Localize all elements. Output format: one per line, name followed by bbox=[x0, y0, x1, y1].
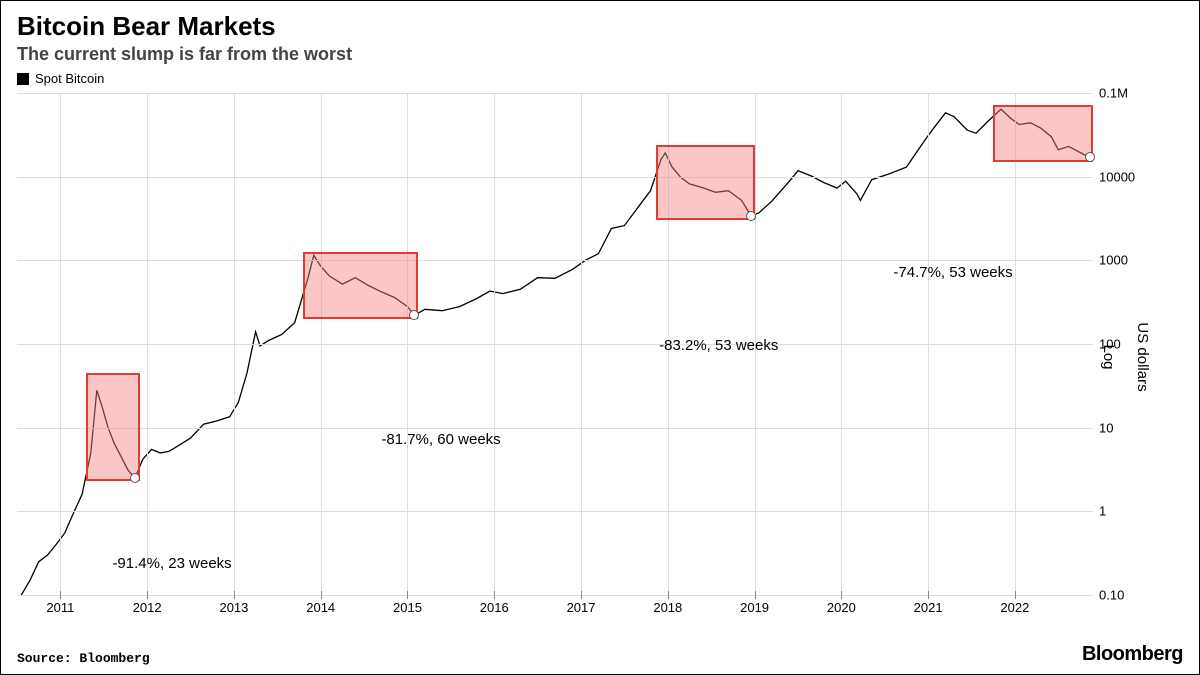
y-axis-label: US dollars bbox=[1134, 322, 1151, 391]
y-tick-label: 0.1M bbox=[1099, 86, 1155, 101]
y-gridline bbox=[17, 344, 1093, 345]
x-gridline bbox=[841, 93, 842, 595]
y-gridline bbox=[17, 595, 1093, 596]
chart-subtitle: The current slump is far from the worst bbox=[1, 42, 1199, 69]
x-tick-mark bbox=[147, 591, 148, 599]
bear-market-box bbox=[303, 252, 418, 319]
y-tick-label: 0.10 bbox=[1099, 588, 1155, 603]
legend-swatch bbox=[17, 73, 29, 85]
trough-marker-icon bbox=[130, 473, 140, 483]
y-gridline bbox=[17, 428, 1093, 429]
x-tick-label: 2021 bbox=[914, 600, 943, 615]
log-scale-label: Log bbox=[1100, 344, 1117, 369]
x-gridline bbox=[494, 93, 495, 595]
x-tick-mark bbox=[841, 591, 842, 599]
y-gridline bbox=[17, 177, 1093, 178]
x-gridline bbox=[407, 93, 408, 595]
x-tick-label: 2017 bbox=[567, 600, 596, 615]
x-tick-label: 2016 bbox=[480, 600, 509, 615]
y-tick-label: 1 bbox=[1099, 504, 1155, 519]
y-gridline bbox=[17, 260, 1093, 261]
bear-market-box bbox=[86, 373, 140, 481]
x-gridline bbox=[147, 93, 148, 595]
x-gridline bbox=[60, 93, 61, 595]
x-gridline bbox=[321, 93, 322, 595]
y-gridline bbox=[17, 93, 1093, 94]
x-tick-mark bbox=[581, 591, 582, 599]
y-tick-label: 1000 bbox=[1099, 253, 1155, 268]
legend: Spot Bitcoin bbox=[1, 69, 1199, 90]
trough-marker-icon bbox=[409, 310, 419, 320]
x-tick-mark bbox=[407, 591, 408, 599]
legend-label: Spot Bitcoin bbox=[35, 71, 104, 86]
y-gridline bbox=[17, 511, 1093, 512]
x-tick-label: 2014 bbox=[306, 600, 335, 615]
x-gridline bbox=[1015, 93, 1016, 595]
y-tick-label: 10 bbox=[1099, 420, 1155, 435]
x-tick-mark bbox=[321, 591, 322, 599]
x-tick-mark bbox=[494, 591, 495, 599]
footer: Source: Bloomberg Bloomberg bbox=[17, 643, 1183, 666]
x-tick-mark bbox=[60, 591, 61, 599]
bear-annotation: -91.4%, 23 weeks bbox=[112, 555, 231, 572]
x-gridline bbox=[928, 93, 929, 595]
plot-region: 0.101101001000100000.1M20112012201320142… bbox=[17, 93, 1093, 596]
x-tick-label: 2012 bbox=[133, 600, 162, 615]
x-gridline bbox=[581, 93, 582, 595]
x-gridline bbox=[234, 93, 235, 595]
x-tick-mark bbox=[928, 591, 929, 599]
bear-market-box bbox=[656, 145, 755, 221]
x-tick-label: 2020 bbox=[827, 600, 856, 615]
x-tick-label: 2013 bbox=[219, 600, 248, 615]
bear-annotation: -83.2%, 53 weeks bbox=[659, 337, 778, 354]
x-tick-label: 2018 bbox=[653, 600, 682, 615]
x-tick-mark bbox=[1015, 591, 1016, 599]
x-tick-label: 2022 bbox=[1000, 600, 1029, 615]
source-text: Source: Bloomberg bbox=[17, 651, 150, 666]
bear-annotation: -74.7%, 53 weeks bbox=[893, 264, 1012, 281]
x-tick-mark bbox=[234, 591, 235, 599]
x-tick-label: 2019 bbox=[740, 600, 769, 615]
chart-area: 0.101101001000100000.1M20112012201320142… bbox=[17, 93, 1183, 620]
y-tick-label: 10000 bbox=[1099, 169, 1155, 184]
x-tick-label: 2015 bbox=[393, 600, 422, 615]
x-tick-label: 2011 bbox=[46, 600, 74, 615]
x-tick-mark bbox=[755, 591, 756, 599]
trough-marker-icon bbox=[1085, 152, 1095, 162]
x-tick-mark bbox=[668, 591, 669, 599]
chart-title: Bitcoin Bear Markets bbox=[1, 1, 1199, 42]
brand-logo: Bloomberg bbox=[1082, 643, 1183, 666]
bear-annotation: -81.7%, 60 weeks bbox=[381, 431, 500, 448]
bear-market-box bbox=[993, 105, 1093, 162]
trough-marker-icon bbox=[746, 211, 756, 221]
